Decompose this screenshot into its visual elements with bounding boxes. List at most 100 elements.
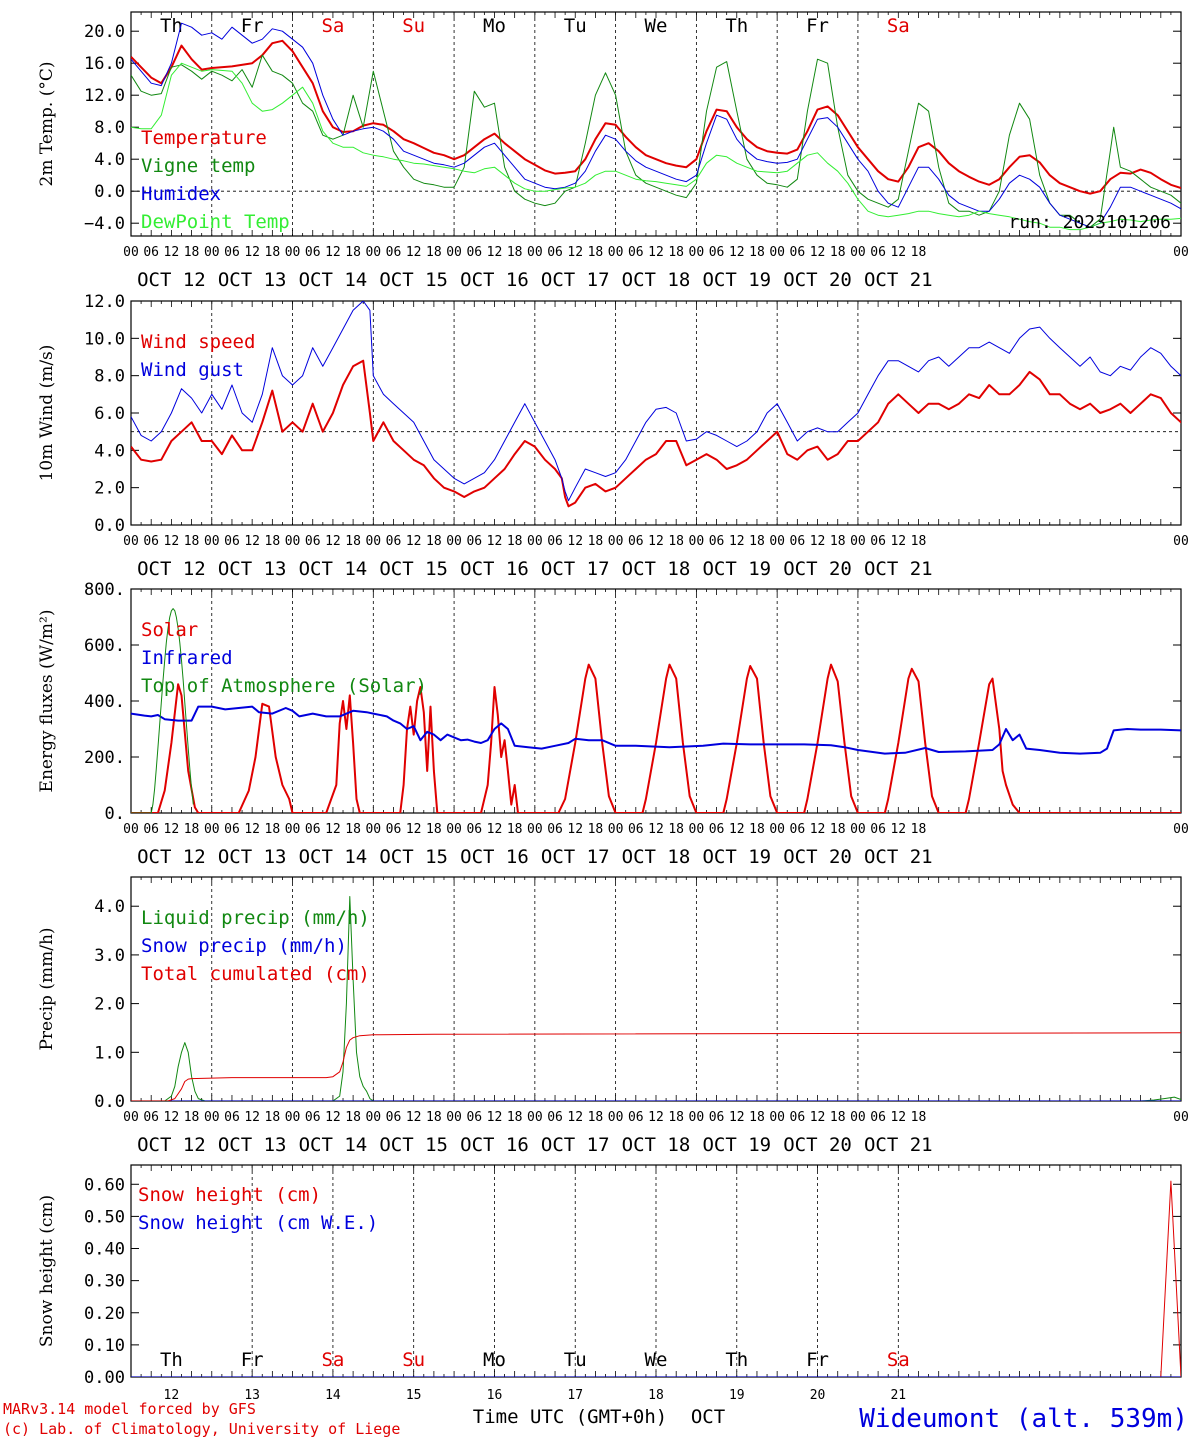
hour-label: 06 [628, 245, 644, 260]
hour-label: 06 [628, 822, 644, 837]
day-number-label: 15 [406, 1388, 422, 1403]
hour-label: 12 [164, 245, 180, 260]
hour-label: 18 [265, 822, 281, 837]
hour-label: 00 [850, 245, 866, 260]
station-name: Wideumont (alt. 539m) [859, 1404, 1188, 1434]
series-line-3 [131, 1032, 1181, 1101]
hour-label: 06 [709, 1110, 725, 1125]
day-number-label: 16 [487, 1388, 503, 1403]
weekday-label: Th [160, 15, 183, 37]
date-label: OCT 20 [783, 558, 852, 580]
hour-label: 06 [628, 1110, 644, 1125]
legend-entry: Temperature [141, 127, 267, 149]
hour-label: 00 [527, 534, 543, 549]
hour-label: 06 [709, 822, 725, 837]
hour-label: 06 [466, 1110, 482, 1125]
hour-label: 12 [406, 1110, 422, 1125]
hour-label: 12 [406, 245, 422, 260]
y-axis-label: 10m Wind (m/s) [37, 345, 57, 482]
hour-label: 00 [285, 534, 301, 549]
hour-label: 18 [588, 245, 604, 260]
hour-label: 12 [810, 822, 826, 837]
hour-label: 12 [487, 245, 503, 260]
hour-label: 12 [648, 822, 664, 837]
hour-label: 12 [729, 1110, 745, 1125]
series-line-2 [131, 705, 1181, 755]
hour-label: 00 [608, 822, 624, 837]
date-label: OCT 13 [218, 558, 287, 580]
y-tick-label: 1.0 [94, 1043, 125, 1063]
series-group [131, 608, 1181, 813]
hour-label: 06 [547, 1110, 563, 1125]
hour-label: 00 [446, 245, 462, 260]
hour-label: 00 [365, 534, 381, 549]
legend-entry: DewPoint Temp [141, 211, 290, 233]
date-label: OCT 15 [379, 1134, 448, 1156]
hour-label: 18 [184, 822, 200, 837]
legend-entry: Wind speed [141, 331, 255, 353]
day-number-label: 19 [729, 1388, 745, 1403]
hour-label: 06 [386, 534, 402, 549]
y-tick-label: −4.0 [84, 214, 125, 234]
date-label: OCT 17 [541, 269, 610, 291]
hour-label: 06 [790, 534, 806, 549]
series-line-1 [131, 663, 1181, 813]
hour-label: 18 [911, 1110, 927, 1125]
date-label: OCT 19 [702, 558, 771, 580]
date-label: OCT 13 [218, 269, 287, 291]
date-label: OCT 21 [864, 269, 933, 291]
hour-label: 06 [224, 534, 240, 549]
date-label: OCT 13 [218, 1134, 287, 1156]
hour-label: 12 [325, 534, 341, 549]
hour-label: 00 [123, 245, 139, 260]
hour-label: 18 [426, 245, 442, 260]
date-label: OCT 21 [864, 558, 933, 580]
date-label: OCT 20 [783, 269, 852, 291]
hour-label: 06 [870, 1110, 886, 1125]
hour-label: 06 [143, 1110, 159, 1125]
y-tick-label: 0.20 [84, 1304, 125, 1324]
hour-label: 12 [325, 822, 341, 837]
date-label: OCT 13 [218, 846, 287, 868]
hour-label: 12 [406, 534, 422, 549]
hour-label: 18 [265, 245, 281, 260]
hour-label: 18 [507, 534, 523, 549]
y-tick-label: 0.50 [84, 1207, 125, 1227]
hour-label: 00 [850, 822, 866, 837]
hour-label: 12 [890, 1110, 906, 1125]
series-group [131, 1180, 1181, 1377]
y-tick-label: 0.00 [84, 1368, 125, 1388]
y-tick-label: 0.30 [84, 1272, 125, 1292]
credit-line-1: MARv3.14 model forced by GFS [3, 1400, 256, 1418]
weekday-label: Th [160, 1349, 183, 1371]
weekday-label: Su [402, 1349, 425, 1371]
hour-label: 00 [285, 822, 301, 837]
hour-label: 06 [224, 245, 240, 260]
date-label: OCT 14 [299, 558, 368, 580]
date-label: OCT 20 [783, 846, 852, 868]
date-label: OCT 15 [379, 558, 448, 580]
hour-label: 12 [325, 1110, 341, 1125]
y-axis-label: Energy fluxes (W/m²) [37, 610, 57, 793]
date-label: OCT 12 [137, 269, 206, 291]
hour-label: 06 [790, 822, 806, 837]
hour-label: 00 [527, 1110, 543, 1125]
weekday-label: Sa [321, 1349, 344, 1371]
legend-entry: Snow height (cm W.E.) [138, 1212, 378, 1234]
y-tick-label: 2.0 [94, 995, 125, 1015]
y-tick-label: 400. [84, 692, 125, 712]
hour-label: 12 [487, 822, 503, 837]
plot-frame [130, 588, 1182, 814]
hour-label: 06 [628, 534, 644, 549]
date-label: OCT 14 [299, 1134, 368, 1156]
weekday-label: Tu [564, 1349, 587, 1371]
legend-entry: Wind gust [141, 359, 244, 381]
hour-label: 12 [164, 534, 180, 549]
hour-label: 00 [446, 534, 462, 549]
series-group [131, 301, 1181, 508]
series-line-3 [131, 608, 194, 813]
hour-label: 00 [204, 1110, 220, 1125]
hour-label: 06 [466, 822, 482, 837]
date-label: OCT 17 [541, 1134, 610, 1156]
hour-label: 00 [1173, 245, 1189, 260]
